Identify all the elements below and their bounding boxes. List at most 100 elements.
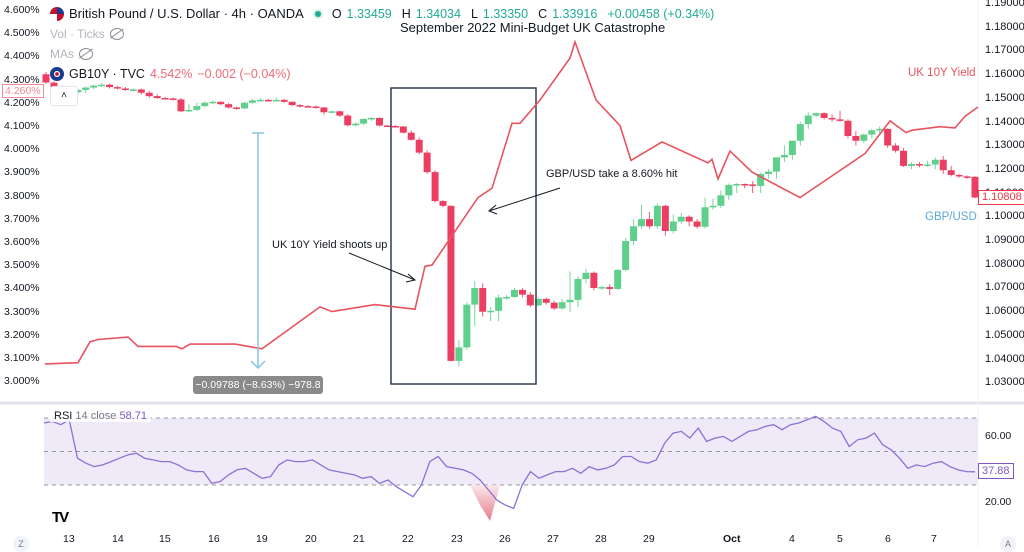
- low-value: 1.33350: [482, 7, 529, 21]
- candle-body: [193, 106, 201, 110]
- candle-body: [820, 113, 828, 118]
- auto-scale-button[interactable]: A: [1000, 536, 1016, 552]
- price-tick: 1.05000: [985, 328, 1024, 341]
- yield-tick: 4.200%: [4, 96, 40, 109]
- candle-body: [590, 272, 598, 288]
- candle-body: [844, 120, 852, 136]
- rsi-legend[interactable]: RSI 14 close 58.71: [50, 410, 151, 422]
- compare-symbol[interactable]: GB10Y · TVC: [69, 67, 145, 81]
- candle-body: [241, 102, 249, 109]
- zoom-reset-button[interactable]: Z: [13, 536, 29, 552]
- volume-row[interactable]: Vol · Ticks: [50, 24, 719, 44]
- candle-body: [169, 98, 177, 100]
- candle-body: [423, 152, 431, 173]
- price-tick: 1.10000: [985, 210, 1024, 223]
- candle-body: [153, 96, 161, 98]
- time-label: 14: [112, 533, 124, 545]
- main-symbol-row[interactable]: British Pound / U.S. Dollar · 4h · OANDA…: [50, 4, 719, 24]
- mas-label[interactable]: MAs: [50, 47, 74, 61]
- price-tick: 1.18000: [985, 20, 1024, 33]
- candle-body: [98, 84, 106, 87]
- candle-body: [661, 205, 669, 231]
- candle-body: [550, 302, 558, 309]
- yield-tick: 4.000%: [4, 143, 40, 156]
- price-tick: 1.16000: [985, 68, 1024, 81]
- candle-body: [955, 174, 963, 177]
- hidden-eye-icon[interactable]: [79, 48, 93, 60]
- candle-body: [947, 170, 955, 175]
- volume-label[interactable]: Vol · Ticks: [50, 27, 105, 41]
- candle-body: [606, 287, 614, 289]
- compare-symbol-row[interactable]: GB10Y · TVC 4.542% −0.002 (−0.04%): [50, 64, 719, 84]
- candle-body: [487, 310, 495, 313]
- open-value: 1.33459: [346, 7, 392, 21]
- candle-body: [876, 128, 884, 131]
- candle-body: [709, 205, 717, 208]
- candle-body: [796, 124, 804, 141]
- candle-body: [510, 289, 518, 298]
- candle-body: [336, 111, 344, 116]
- rsi-params: 14 close: [75, 410, 117, 422]
- candle-body: [701, 207, 709, 227]
- candle-body: [288, 101, 296, 106]
- candle-body: [685, 216, 693, 222]
- candle-body: [907, 164, 915, 166]
- time-label: Oct: [723, 533, 741, 545]
- candle-body: [201, 102, 209, 107]
- price-tick: 1.19000: [985, 0, 1024, 9]
- candle-body: [630, 226, 638, 241]
- candle-body: [272, 99, 280, 102]
- candle-body: [145, 92, 153, 97]
- tradingview-logo[interactable]: TV: [52, 509, 69, 526]
- candle-body: [852, 136, 860, 141]
- candle-body: [614, 269, 622, 289]
- close-label: C: [538, 7, 548, 21]
- candle-body: [900, 150, 908, 166]
- time-label: 16: [208, 533, 220, 545]
- rsi-last-tag: 37.88: [978, 463, 1014, 479]
- candle-body: [320, 107, 328, 113]
- gbp-usd-flag-icon: [50, 7, 64, 21]
- candle-body: [812, 113, 820, 116]
- rsi-oversold-fill: [385, 485, 500, 521]
- candle-body: [463, 304, 471, 348]
- candle-body: [923, 164, 931, 166]
- candle-body: [248, 100, 256, 103]
- time-label: 5: [837, 533, 843, 545]
- hidden-eye-icon[interactable]: [109, 28, 124, 40]
- price-tick: 1.14000: [985, 115, 1024, 128]
- open-label: O: [331, 7, 342, 21]
- symbol-title[interactable]: British Pound / U.S. Dollar · 4h · OANDA: [69, 6, 304, 21]
- yield-tick: 3.300%: [4, 305, 40, 318]
- yield-tick: 4.400%: [4, 50, 40, 63]
- collapse-legend-button[interactable]: ˄: [50, 86, 78, 106]
- close-value: 1.33916: [552, 7, 598, 21]
- candle-body: [360, 118, 368, 124]
- candle-body: [757, 174, 765, 186]
- annotation-title[interactable]: September 2022 Mini-Budget UK Catastroph…: [400, 20, 666, 35]
- time-label: 6: [885, 533, 891, 545]
- candle-body: [42, 74, 50, 83]
- candle-body: [209, 101, 217, 104]
- yield-line: [44, 39, 979, 365]
- candle-body: [264, 99, 272, 102]
- price-tick: 1.09000: [985, 234, 1024, 246]
- candle-body: [542, 298, 550, 303]
- annotation-yield-note[interactable]: UK 10Y Yield shoots up: [272, 239, 388, 251]
- time-label: 15: [159, 533, 171, 545]
- yield-tick: 3.600%: [4, 236, 40, 248]
- candle-body: [534, 298, 542, 306]
- candle-body: [225, 104, 233, 108]
- annotation-gbp-note[interactable]: GBP/USD take a 8.60% hit: [546, 168, 678, 180]
- price-tick: 1.06000: [985, 305, 1024, 318]
- candle-body: [121, 88, 129, 90]
- candle-body: [788, 140, 796, 155]
- candle-body: [439, 201, 447, 206]
- time-label: 20: [305, 533, 317, 545]
- price-tick: 1.17000: [985, 44, 1024, 57]
- candle-body: [693, 221, 701, 227]
- mas-row[interactable]: MAs: [50, 44, 719, 64]
- candle-body: [177, 99, 185, 112]
- candle-body: [677, 216, 685, 222]
